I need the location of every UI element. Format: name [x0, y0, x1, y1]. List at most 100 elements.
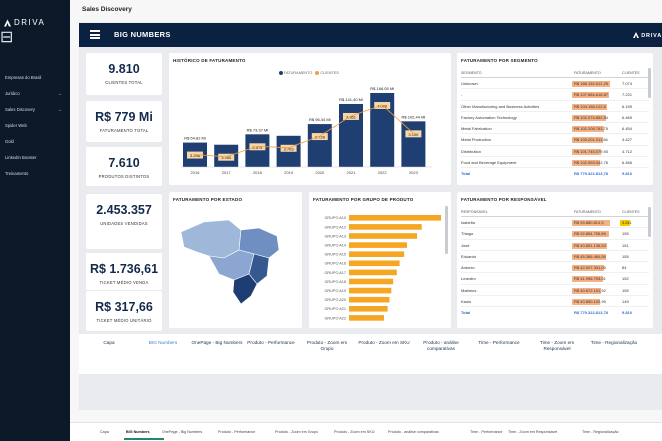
historico-title: HISTÓRICO DE FATURAMENTO — [173, 58, 246, 63]
kpi-card: R$ 1.736,61 TICKET MÉDIO VENDA — [86, 253, 162, 290]
value-bar — [572, 160, 600, 167]
table-cell: 155 — [622, 287, 629, 293]
value-bar — [572, 92, 609, 99]
report-nav-link[interactable]: Time - Regionalização — [590, 340, 638, 345]
table-cell: José — [461, 242, 470, 248]
page-tab[interactable]: Produto - Performance — [218, 430, 256, 434]
table-cell: 6.159 — [622, 103, 633, 109]
page-tab[interactable]: Produto - Zoom em SKU — [334, 430, 375, 434]
page-tab[interactable]: Time - Zoom em Responsável — [508, 430, 558, 434]
page-tab[interactable]: OnePage - Big Numbers — [162, 430, 203, 434]
table-row[interactable]: Eduardo R$ 45.386.484,59 155 — [461, 251, 649, 263]
grupo-bar — [349, 260, 400, 267]
kpi-value: R$ 317,66 — [95, 300, 153, 314]
table-row[interactable]: Unknown R$ 168.154.512,25 7.074 — [461, 78, 649, 90]
report-nav-link[interactable]: Produto - Zoom em SKU — [358, 340, 410, 345]
table-row[interactable]: Kaulo R$ 40.800.102,99 149 — [461, 296, 649, 308]
faturamento-data-label: R$ 141,40 Mi — [339, 97, 363, 102]
table-row[interactable]: Thiago R$ 92.854.755,89 155 — [461, 228, 649, 240]
table-row[interactable]: Isabella R$ 99.880.814,9 3.811 — [461, 217, 649, 229]
page-tab[interactable]: BIG Numbers — [126, 430, 150, 434]
table-cell: Unknown — [461, 81, 478, 86]
page-tab[interactable]: Time - Regionalização — [582, 430, 619, 434]
sidebar-item[interactable]: Sales Discovery ⌄ — [0, 102, 70, 118]
chevron-down-icon[interactable]: ⌄ — [57, 91, 62, 97]
table-total-row[interactable]: Total R$ 779.322.813,78 9.810 — [461, 307, 649, 318]
segmento-scrollbar[interactable] — [648, 68, 651, 98]
table-cell: Total — [461, 310, 471, 316]
table-cell: FATURAMENTO — [574, 210, 601, 214]
table-row[interactable]: Factory Automation Technology R$ 102.074.… — [461, 112, 649, 124]
value-bar — [572, 253, 606, 260]
driva-logo-icon — [632, 32, 639, 38]
grupo-scrollbar[interactable] — [445, 206, 448, 254]
table-cell: R$ 99.880.814,9 — [574, 220, 604, 225]
table-row[interactable]: José R$ 40.851.136,53 151 — [461, 240, 649, 251]
table-cell: 3.811 — [622, 220, 632, 225]
table-cell: Other Manufacturing and Business Activit… — [461, 103, 540, 109]
segmento-title: FATURAMENTO POR SEGMENTO — [461, 58, 538, 63]
clientes-value-label: 3.728 — [315, 135, 326, 140]
sidebar-item[interactable]: LinkedIn Booster — [0, 150, 70, 166]
table-row[interactable]: Distribution R$ 101.745.079,93 4.712 — [461, 146, 649, 158]
segmento-table: SEGMENTO FATURAMENTO CLIENTES Unknown R$ 168… — [461, 68, 649, 180]
report-nav-link[interactable]: Capa — [103, 340, 115, 345]
responsavel-scrollbar[interactable] — [648, 207, 651, 237]
active-tab-indicator — [124, 438, 164, 440]
sidebar-item[interactable]: Jurídico ⌄ — [0, 86, 70, 102]
table-cell: R$ 104.158.122,6 — [574, 103, 606, 109]
report-nav-link[interactable]: Produto - Zoom em Grupo — [306, 340, 348, 351]
table-row[interactable]: Food and Beverage Equipment R$ 102.093.34… — [461, 157, 649, 169]
category-label: GRUPO A14 — [324, 244, 346, 248]
x-tick-label: 2021 — [347, 170, 357, 175]
brazil-map[interactable] — [169, 192, 302, 328]
category-label: GRUPO A12 — [324, 225, 346, 229]
table-row[interactable]: Other Manufacturing and Business Activit… — [461, 101, 649, 112]
report-nav-link[interactable]: Time - Performance — [478, 340, 520, 345]
faturamento-data-label: R$ 96,34 Mi — [309, 117, 331, 122]
clientes-value-label: 3.298 — [190, 153, 201, 158]
table-cell: Total — [461, 171, 471, 177]
report-nav-link[interactable]: BIG Numbers — [148, 340, 178, 345]
sidebar-item[interactable]: Spider Web — [0, 118, 70, 134]
hamburger-menu-icon[interactable] — [90, 30, 100, 39]
sidebar-item[interactable]: Gold — [0, 134, 70, 150]
kpi-card: 7.610 PRODUTOS DISTINTOS — [86, 147, 162, 186]
page-tab[interactable]: Time - Performance — [470, 430, 503, 434]
value-bar — [572, 81, 610, 87]
table-row[interactable]: Matheus R$ 40.872.151,92 155 — [461, 285, 649, 297]
report-nav-link[interactable]: Time - Zoom em Responsável — [539, 340, 575, 351]
clientes-label-bg — [311, 133, 328, 141]
page-tab[interactable]: Capa — [100, 430, 109, 434]
table-cell: Kaulo — [461, 299, 472, 305]
page-tab[interactable]: Produto - Zoom em Grupo — [275, 430, 319, 434]
brand: DRIVA — [0, 0, 70, 27]
responsavel-card: FATURAMENTO POR RESPONSÁVEL RESPONSÁVEL F… — [457, 192, 653, 328]
grupo-bar — [349, 242, 407, 248]
table-cell: 84 — [622, 265, 627, 271]
table-total-row[interactable]: Total R$ 779.322.813,78 9.810 — [461, 168, 649, 179]
table-cell: 151 — [622, 242, 629, 248]
faturamento-data-label: R$ 166,05 Mi — [370, 86, 394, 91]
report-nav-link[interactable]: OnePage - Big Numbers — [191, 340, 243, 345]
kpi-value: 7.610 — [108, 156, 140, 170]
table-row[interactable]: Antonio R$ 42.027.331,05 84 — [461, 262, 649, 274]
chevron-down-icon[interactable]: ⌄ — [57, 107, 62, 113]
grupo-bar — [349, 215, 441, 221]
grupo-bar — [349, 287, 392, 294]
table-cell: 6.466 — [622, 160, 633, 166]
report-nav-link[interactable]: Produto - Performance — [247, 340, 295, 345]
table-row[interactable]: - R$ 107.684.616,87 7.221 — [461, 89, 649, 101]
page-tab[interactable]: Produto - análise comparativas — [388, 430, 439, 434]
table-row[interactable]: Leandro R$ 41.996.793,01 152 — [461, 273, 649, 285]
value-bar — [572, 220, 610, 226]
table-row[interactable]: Metal Fabrication R$ 102.208.763,75 6.454 — [461, 123, 649, 135]
collapse-sidebar-icon[interactable]: ⊟ — [0, 29, 14, 46]
table-row[interactable]: Metal Production R$ 103.201.011,56 4.427 — [461, 134, 649, 146]
sidebar-item[interactable]: Empresas do Brasil — [0, 70, 70, 86]
legend-clientes: CLIENTES — [315, 71, 339, 75]
responsavel-table: RESPONSÁVEL FATURAMENTO CLIENTES Isabella R$… — [461, 207, 649, 319]
report-nav-link[interactable]: Produto - análise comparativas — [423, 340, 459, 351]
page-tabs: Capa BIG Numbers OnePage - Big Numbers Prod… — [70, 422, 662, 441]
sidebar-item[interactable]: Treinamento — [0, 166, 70, 182]
